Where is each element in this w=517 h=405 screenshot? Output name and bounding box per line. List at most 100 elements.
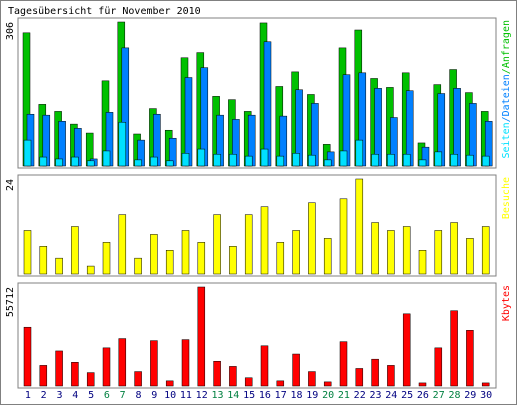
x-tick-label: 23 xyxy=(369,390,381,401)
bar xyxy=(39,156,48,167)
bar xyxy=(323,381,332,387)
bar xyxy=(450,310,458,387)
bar xyxy=(260,148,269,167)
bar xyxy=(466,238,474,275)
bar xyxy=(481,382,490,387)
bar xyxy=(450,222,458,275)
bar xyxy=(339,341,348,387)
bar xyxy=(197,242,206,275)
bar xyxy=(323,238,332,275)
bar xyxy=(86,160,95,167)
bar xyxy=(466,330,474,387)
x-tick-label: 4 xyxy=(72,390,78,401)
bar xyxy=(371,153,379,167)
x-tick-label: 25 xyxy=(401,390,413,401)
bar xyxy=(213,153,221,167)
x-tick-label: 27 xyxy=(433,390,445,401)
x-tick-label: 21 xyxy=(338,390,350,401)
x-tick-label: 3 xyxy=(56,390,62,401)
x-tick-label: 17 xyxy=(275,390,287,401)
bar xyxy=(292,153,300,167)
x-tick-label: 13 xyxy=(211,390,223,401)
legend-separator: / xyxy=(501,116,512,122)
x-tick-label: 5 xyxy=(88,390,94,401)
bar xyxy=(481,226,490,275)
bar xyxy=(434,151,443,167)
bar xyxy=(276,380,285,387)
bar xyxy=(292,230,300,275)
x-tick-label: 9 xyxy=(151,390,157,401)
bar xyxy=(229,153,237,167)
legend: Seiten/Dateien/Anfragen xyxy=(501,20,512,159)
panel xyxy=(17,174,497,277)
bar xyxy=(244,155,253,167)
bar xyxy=(339,198,348,275)
bar xyxy=(23,139,32,167)
x-tick-label: 16 xyxy=(259,390,271,401)
legend-separator: / xyxy=(501,68,512,74)
bar xyxy=(244,377,253,387)
x-tick-label: 29 xyxy=(464,390,476,401)
y-tick-label: 55712 xyxy=(5,287,16,317)
bar xyxy=(118,338,127,387)
bar xyxy=(181,230,190,275)
bar xyxy=(466,154,474,167)
legend-entry: Anfragen xyxy=(501,20,512,68)
bar xyxy=(118,121,127,167)
x-tick-label: 18 xyxy=(290,390,302,401)
bar xyxy=(213,360,221,387)
bar xyxy=(102,347,111,387)
bar xyxy=(371,358,379,387)
bar xyxy=(292,353,300,387)
panel xyxy=(17,282,497,389)
bar xyxy=(39,365,48,387)
bar xyxy=(387,365,395,387)
bar xyxy=(181,153,190,167)
legend: Kbytes xyxy=(501,285,512,321)
legend-entry: Kbytes xyxy=(501,285,512,321)
legend-entry: Dateien xyxy=(501,74,512,116)
chart-title: Tagesübersicht für November 2010 xyxy=(8,6,201,17)
bar xyxy=(184,77,193,167)
bar xyxy=(150,234,158,275)
x-tick-label: 19 xyxy=(306,390,318,401)
bar xyxy=(165,250,174,275)
bar xyxy=(276,155,285,167)
bar xyxy=(150,340,158,387)
bar xyxy=(260,206,269,275)
bar xyxy=(197,148,206,167)
bar xyxy=(244,214,253,275)
x-tick-label: 6 xyxy=(104,390,110,401)
bar xyxy=(71,362,79,387)
x-tick-label: 8 xyxy=(135,390,141,401)
panel xyxy=(17,17,497,169)
x-tick-label: 12 xyxy=(196,390,208,401)
bar xyxy=(134,159,142,167)
legend-entry: Seiten xyxy=(501,122,512,158)
bar xyxy=(263,41,272,167)
bar xyxy=(387,230,395,275)
y-tick-label: 306 xyxy=(5,22,16,40)
bar xyxy=(276,242,285,275)
bar xyxy=(39,246,48,275)
legend-entry: Besuche xyxy=(501,177,512,219)
bar xyxy=(229,366,237,387)
bar xyxy=(308,154,316,167)
bar xyxy=(134,371,142,387)
bar xyxy=(481,155,490,167)
bar xyxy=(213,214,221,275)
bar xyxy=(339,150,348,167)
x-tick-label: 7 xyxy=(120,390,126,401)
bar xyxy=(150,156,158,167)
bar xyxy=(323,159,332,167)
bar xyxy=(418,250,427,275)
bar xyxy=(86,265,95,275)
bar xyxy=(165,160,174,167)
bar xyxy=(402,226,411,275)
x-tick-label: 24 xyxy=(385,390,397,401)
bar xyxy=(402,313,411,387)
x-tick-label: 20 xyxy=(322,390,334,401)
bar xyxy=(118,214,127,275)
